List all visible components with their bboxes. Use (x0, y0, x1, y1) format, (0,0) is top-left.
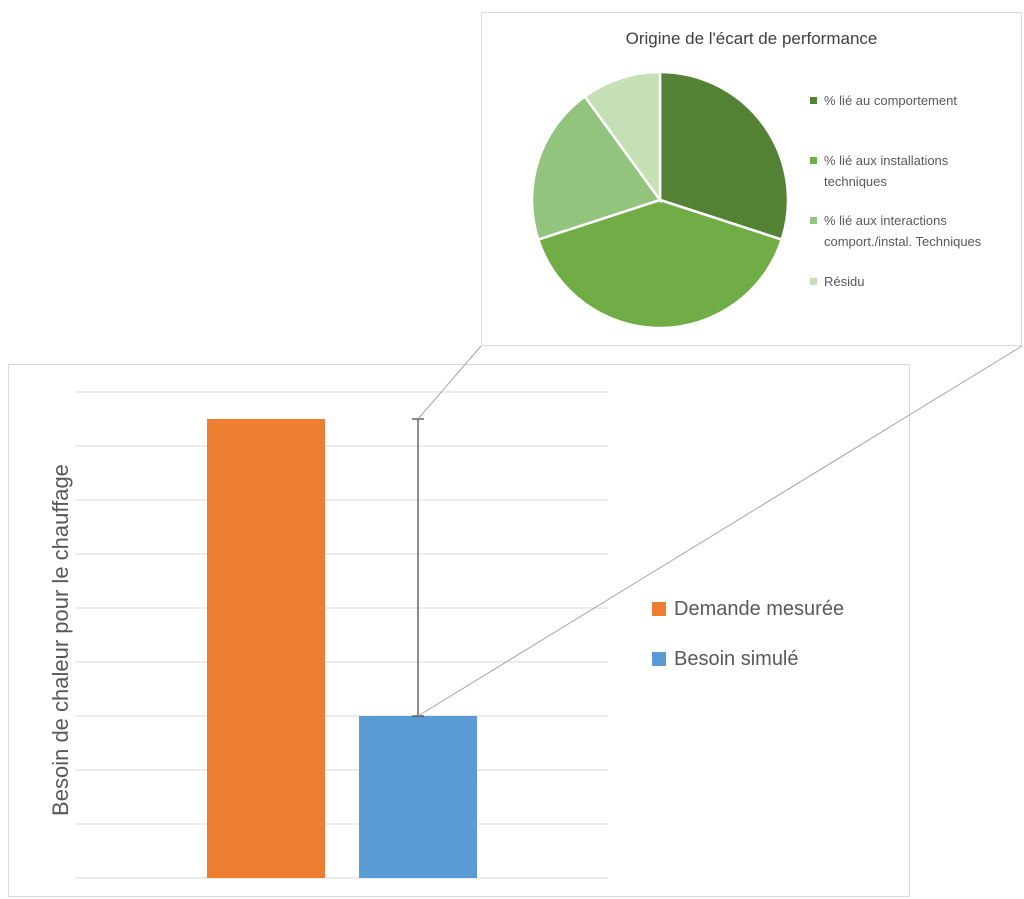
connector-line-bottom (417, 345, 1023, 717)
bar-legend-item-simulated: Besoin simulé (652, 647, 799, 671)
pie-legend-item-interactions: % lié aux interactions comport./instal. … (810, 210, 1024, 252)
bar-simulated (359, 716, 477, 878)
pie-slice-residual (583, 70, 662, 204)
bar-chart-bars (207, 418, 477, 878)
bar-chart-gridlines (75, 391, 608, 879)
connector-line-top (417, 345, 482, 420)
pie-legend-label: % lié au comportement (824, 93, 957, 108)
legend-swatch (652, 652, 666, 666)
pie-legend-label: % lié aux installations techniques (824, 153, 949, 189)
pie-slice-interactions (530, 94, 663, 242)
zoom-connector-lines (417, 345, 1023, 717)
pie-legend-item-residual: Résidu (810, 271, 1024, 292)
pie-slice-installations (536, 198, 784, 330)
legend-swatch (810, 278, 817, 285)
legend-swatch (810, 97, 817, 104)
bar-measured (207, 419, 325, 878)
legend-swatch (810, 157, 817, 164)
bar-legend-item-measured: Demande mesurée (652, 597, 844, 621)
bar-legend-label: Besoin simulé (674, 648, 799, 670)
pie-legend-label: % lié aux interactions comport./instal. … (824, 213, 982, 249)
pie-legend-item-installations: % lié aux installations techniques (810, 150, 974, 192)
pie-chart-slices (530, 70, 790, 330)
pie-legend-item-behavior: % lié au comportement (810, 90, 1024, 111)
legend-swatch (810, 217, 817, 224)
pie-legend-label: Résidu (824, 274, 865, 289)
legend-swatch (652, 602, 666, 616)
pie-slice-behavior (658, 70, 790, 242)
bar-chart-y-axis-label: Besoin de chaleur pour le chauffage (48, 464, 73, 816)
pie-chart-title: Origine de l'écart de performance (625, 29, 878, 48)
bar-legend-label: Demande mesurée (674, 598, 845, 620)
